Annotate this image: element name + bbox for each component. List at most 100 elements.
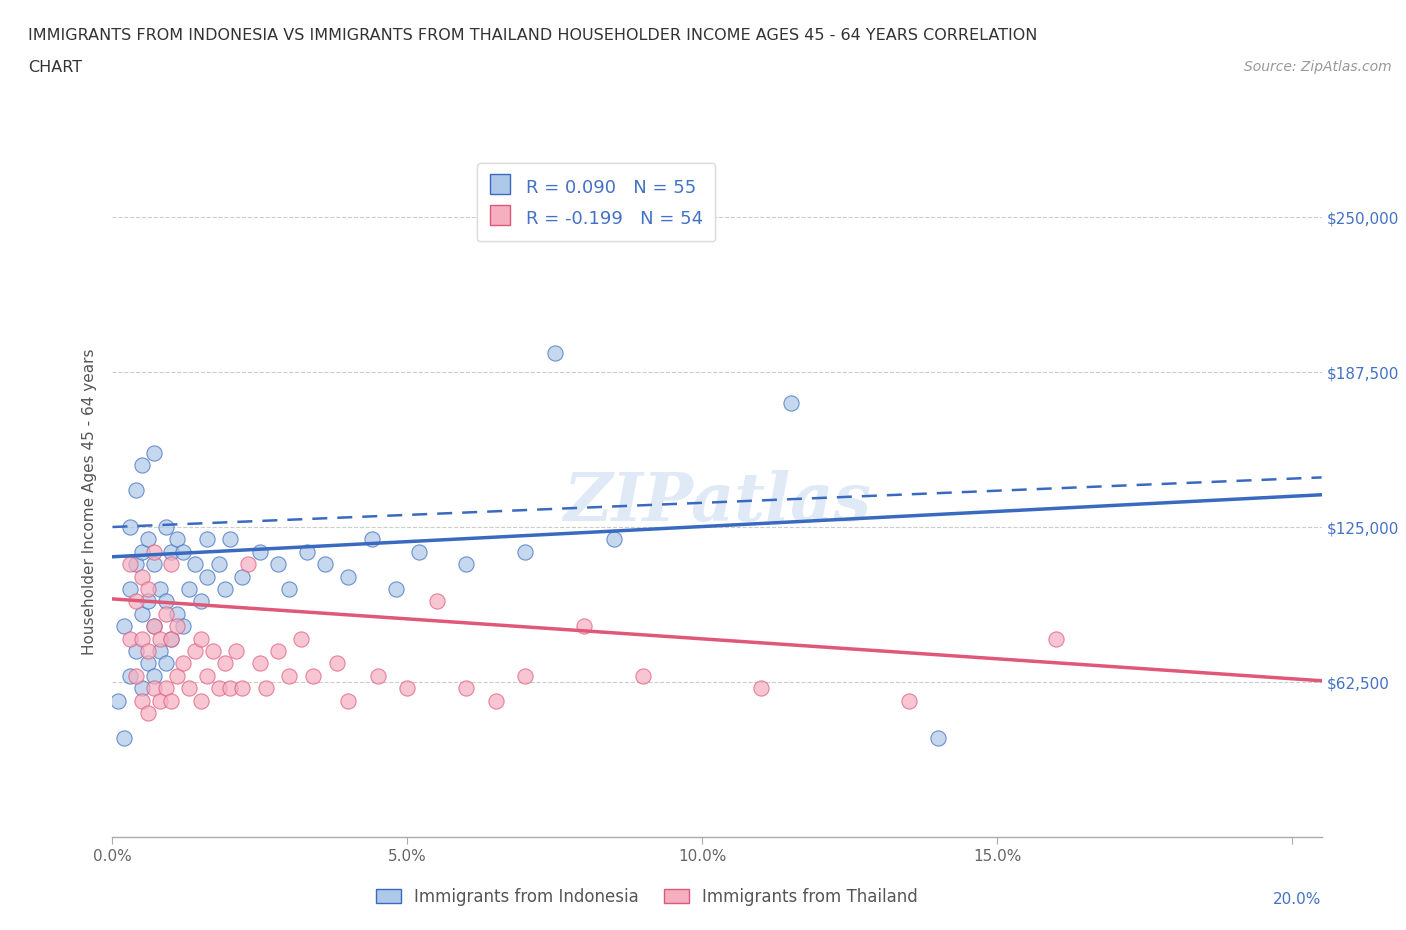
Point xyxy=(179,581,201,596)
Point xyxy=(278,581,301,596)
Point xyxy=(136,656,159,671)
Point xyxy=(603,532,626,547)
Point xyxy=(190,693,212,708)
Point xyxy=(314,557,336,572)
Point xyxy=(367,669,389,684)
Point xyxy=(149,693,172,708)
Point xyxy=(249,544,271,559)
Point xyxy=(136,594,159,609)
Point xyxy=(208,557,231,572)
Point xyxy=(149,631,172,646)
Point xyxy=(408,544,430,559)
Point xyxy=(142,681,165,696)
Point xyxy=(749,681,772,696)
Point xyxy=(131,544,153,559)
Point xyxy=(166,532,188,547)
Point xyxy=(278,669,301,684)
Point xyxy=(172,656,194,671)
Point xyxy=(155,606,177,621)
Point xyxy=(142,544,165,559)
Point xyxy=(184,557,207,572)
Point xyxy=(136,644,159,658)
Point xyxy=(184,644,207,658)
Point xyxy=(142,669,165,684)
Point xyxy=(201,644,224,658)
Point xyxy=(136,706,159,721)
Point xyxy=(219,681,242,696)
Point xyxy=(396,681,419,696)
Point xyxy=(1045,631,1067,646)
Text: ZIPatlas: ZIPatlas xyxy=(564,470,870,535)
Point xyxy=(633,669,655,684)
Point xyxy=(125,557,148,572)
Point xyxy=(160,693,183,708)
Point xyxy=(515,544,537,559)
Point xyxy=(456,557,478,572)
Point xyxy=(149,581,172,596)
Point xyxy=(295,544,318,559)
Point xyxy=(125,669,148,684)
Point xyxy=(166,618,188,633)
Point xyxy=(131,631,153,646)
Point xyxy=(254,681,277,696)
Point xyxy=(214,581,236,596)
Point xyxy=(361,532,384,547)
Point xyxy=(214,656,236,671)
Legend: R = 0.090   N = 55, R = -0.199   N = 54: R = 0.090 N = 55, R = -0.199 N = 54 xyxy=(477,163,716,242)
Point xyxy=(120,581,142,596)
Point xyxy=(142,445,165,460)
Point xyxy=(266,644,288,658)
Point xyxy=(155,594,177,609)
Point xyxy=(120,631,142,646)
Legend: Immigrants from Indonesia, Immigrants from Thailand: Immigrants from Indonesia, Immigrants fr… xyxy=(368,881,925,912)
Point xyxy=(574,618,596,633)
Point xyxy=(160,544,183,559)
Text: IMMIGRANTS FROM INDONESIA VS IMMIGRANTS FROM THAILAND HOUSEHOLDER INCOME AGES 45: IMMIGRANTS FROM INDONESIA VS IMMIGRANTS … xyxy=(28,28,1038,43)
Point xyxy=(136,532,159,547)
Point xyxy=(325,656,347,671)
Point xyxy=(249,656,271,671)
Point xyxy=(337,693,360,708)
Point xyxy=(515,669,537,684)
Point xyxy=(779,395,801,410)
Point xyxy=(190,594,212,609)
Point xyxy=(266,557,288,572)
Point xyxy=(125,594,148,609)
Text: 20.0%: 20.0% xyxy=(1274,892,1322,907)
Point xyxy=(485,693,508,708)
Point xyxy=(160,557,183,572)
Point xyxy=(142,618,165,633)
Point xyxy=(131,569,153,584)
Point xyxy=(544,346,567,361)
Point xyxy=(160,631,183,646)
Text: Source: ZipAtlas.com: Source: ZipAtlas.com xyxy=(1244,60,1392,74)
Point xyxy=(426,594,449,609)
Text: CHART: CHART xyxy=(28,60,82,75)
Point xyxy=(195,569,218,584)
Point xyxy=(155,520,177,535)
Point xyxy=(125,644,148,658)
Point xyxy=(155,681,177,696)
Point xyxy=(112,618,135,633)
Point xyxy=(149,644,172,658)
Point xyxy=(302,669,325,684)
Point xyxy=(384,581,406,596)
Point xyxy=(142,557,165,572)
Point xyxy=(160,631,183,646)
Point xyxy=(456,681,478,696)
Point xyxy=(897,693,920,708)
Point xyxy=(107,693,129,708)
Point xyxy=(208,681,231,696)
Point xyxy=(231,681,253,696)
Point xyxy=(131,458,153,472)
Point xyxy=(131,693,153,708)
Point xyxy=(120,557,142,572)
Point xyxy=(142,618,165,633)
Point xyxy=(112,730,135,745)
Point xyxy=(290,631,312,646)
Point xyxy=(337,569,360,584)
Point xyxy=(166,669,188,684)
Point xyxy=(179,681,201,696)
Point xyxy=(195,669,218,684)
Point xyxy=(166,606,188,621)
